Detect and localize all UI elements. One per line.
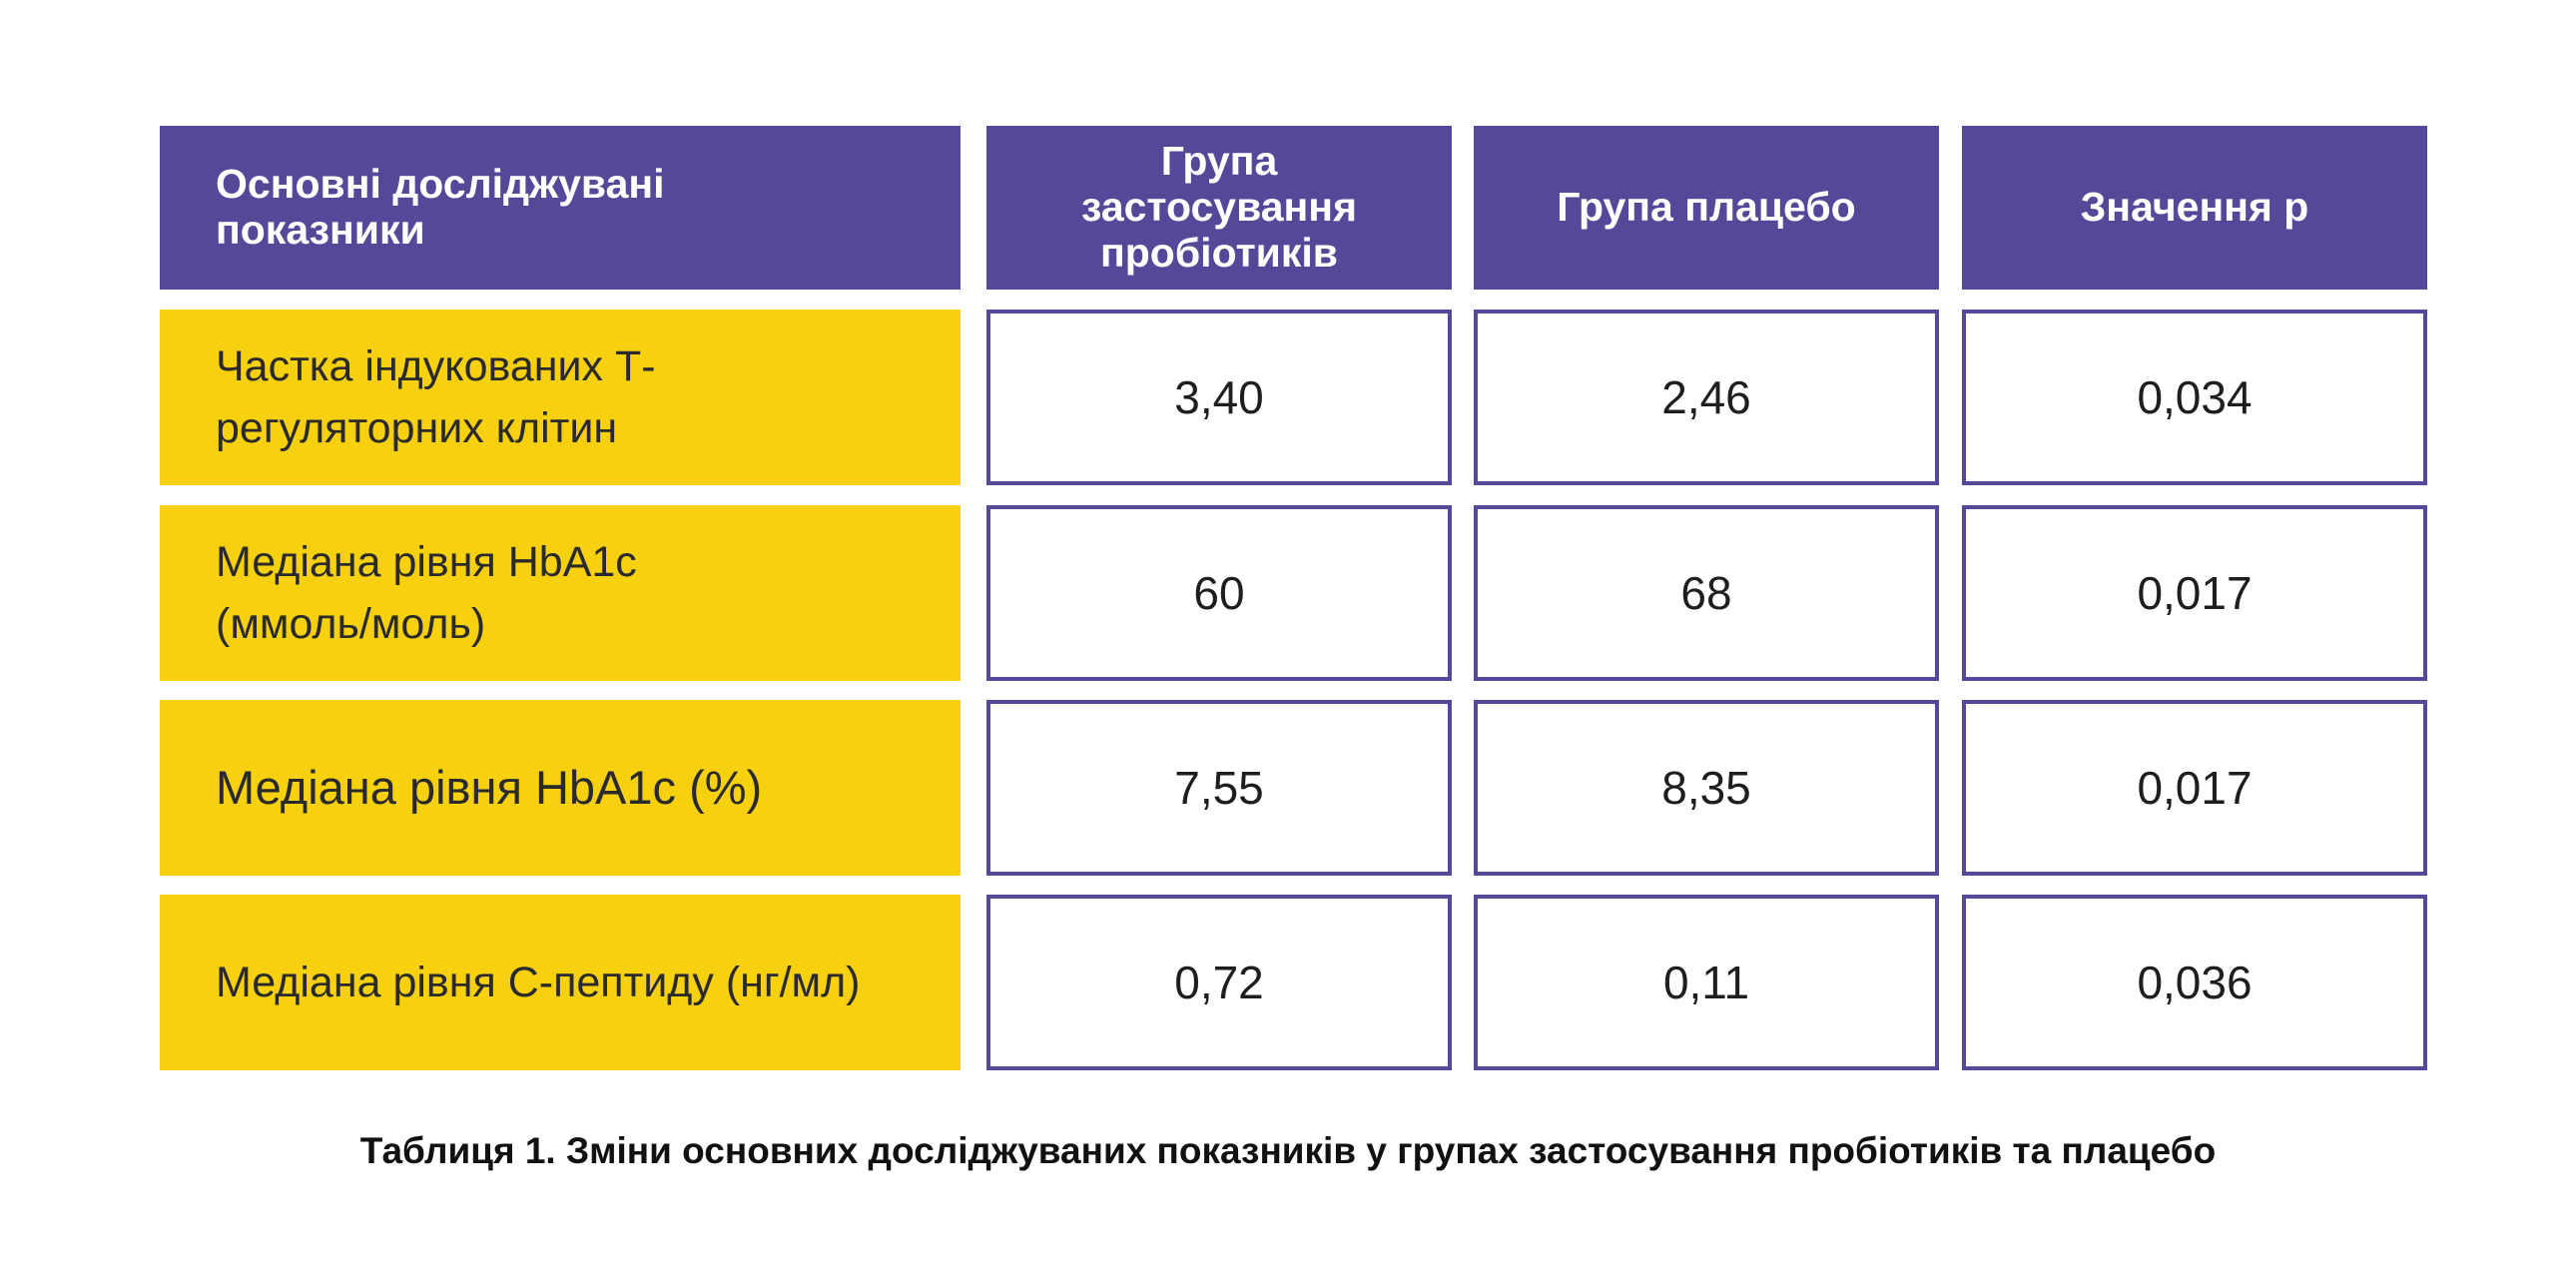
table-cell-r4-c2-text: 0,72 <box>1174 957 1264 1008</box>
table-cell-r3-c2-text: 7,55 <box>1174 762 1264 814</box>
table-cell-r4-c4-text: 0,036 <box>2137 957 2253 1008</box>
row-label-1-text: Частка індукованих Т-регуляторних клітин <box>216 341 656 452</box>
table-cell-r3-c4: 0,017 <box>1962 700 2427 876</box>
data-table: Основні досліджувані показники Група заст… <box>160 126 2427 1070</box>
table-cell-r1-c2-text: 3,40 <box>1174 371 1264 423</box>
row-label-4-text: Медіана рівня С-пептиду (нг/мл) <box>216 958 861 1006</box>
table-cell-r3-c3: 8,35 <box>1474 700 1939 876</box>
table-cell-r1-c4-text: 0,034 <box>2137 371 2253 423</box>
table-cell-r3-c4-text: 0,017 <box>2137 762 2253 814</box>
row-label-3-text: Медіана рівня HbA1c (%) <box>216 760 763 814</box>
table-cell-r1-c4: 0,034 <box>1962 310 2427 485</box>
column-header-1: Основні досліджувані показники <box>160 126 961 290</box>
column-header-4-text: Значення р <box>2080 184 2309 231</box>
column-header-3: Група плацебо <box>1474 126 1939 290</box>
table-cell-r4-c4: 0,036 <box>1962 895 2427 1070</box>
column-header-4: Значення р <box>1962 126 2427 290</box>
table-cell-r2-c2-text: 60 <box>1193 567 1245 619</box>
table-cell-r1-c2: 3,40 <box>986 310 1452 485</box>
table-cell-r1-c3: 2,46 <box>1474 310 1939 485</box>
table-cell-r3-c2: 7,55 <box>986 700 1452 876</box>
table-caption: Таблиця 1. Зміни основних досліджуваних … <box>359 1130 2217 1171</box>
column-header-1-text: Основні досліджувані показники <box>216 161 665 253</box>
table-cell-r2-c4-text: 0,017 <box>2137 567 2253 619</box>
table-cell-r2-c3: 68 <box>1474 505 1939 681</box>
column-header-3-text: Група плацебо <box>1557 184 1856 231</box>
table-cell-r4-c2: 0,72 <box>986 895 1452 1070</box>
row-label-4: Медіана рівня С-пептиду (нг/мл) <box>160 895 961 1070</box>
table-cell-r2-c3-text: 68 <box>1680 567 1732 619</box>
table-cell-r2-c4: 0,017 <box>1962 505 2427 681</box>
row-label-2-text: Медіана рівня HbA1c (ммоль/моль) <box>216 537 637 648</box>
column-header-2-text: Група застосування пробіотиків <box>1080 138 1357 276</box>
table-cell-r4-c3: 0,11 <box>1474 895 1939 1070</box>
row-label-3: Медіана рівня HbA1c (%) <box>160 700 961 876</box>
table-cell-r3-c3-text: 8,35 <box>1661 762 1751 814</box>
row-label-2: Медіана рівня HbA1c (ммоль/моль) <box>160 505 961 681</box>
column-header-2: Група застосування пробіотиків <box>986 126 1452 290</box>
table-cell-r4-c3-text: 0,11 <box>1662 957 1750 1008</box>
table-cell-r1-c3-text: 2,46 <box>1661 371 1751 423</box>
row-label-1: Частка індукованих Т-регуляторних клітин <box>160 310 961 485</box>
table-cell-r2-c2: 60 <box>986 505 1452 681</box>
